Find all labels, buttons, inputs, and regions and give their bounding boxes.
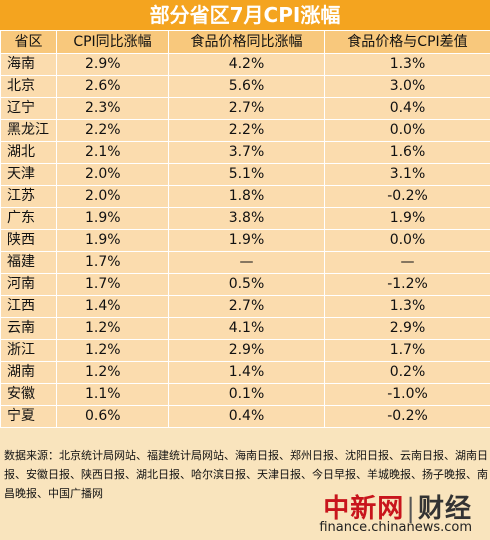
cell-province: 北京 xyxy=(0,75,57,98)
cell-province: 浙江 xyxy=(0,339,57,362)
cell-province: 云南 xyxy=(0,317,57,340)
cell-cpi: 1.2% xyxy=(56,361,169,384)
cell-difference: -1.0% xyxy=(324,383,490,406)
table-row: 江西 1.4% 2.7% 1.3% xyxy=(0,295,490,318)
cell-food-price: 1.9% xyxy=(168,229,325,252)
table-row: 湖北 2.1% 3.7% 1.6% xyxy=(0,141,490,164)
cell-food-price: 2.7% xyxy=(168,295,325,318)
cell-province: 天津 xyxy=(0,163,57,186)
header-row: 省区 CPI同比涨幅 食品价格同比涨幅 食品价格与CPI差值 xyxy=(0,30,490,54)
cell-cpi: 2.3% xyxy=(56,97,169,120)
cell-difference: 1.6% xyxy=(324,141,490,164)
cpi-table: 省区 CPI同比涨幅 食品价格同比涨幅 食品价格与CPI差值 海南 2.9% 4.2… xyxy=(0,30,490,428)
logo-brand: 中新网 xyxy=(323,494,405,524)
cell-food-price: 1.4% xyxy=(168,361,325,384)
cell-food-price: 0.5% xyxy=(168,273,325,296)
table-row: 江苏 2.0% 1.8% -0.2% xyxy=(0,185,490,208)
cell-cpi: 2.0% xyxy=(56,185,169,208)
cell-province: 宁夏 xyxy=(0,405,57,428)
table-row: 广东 1.9% 3.8% 1.9% xyxy=(0,207,490,230)
logo-section: 财经 xyxy=(417,494,472,524)
cell-province: 海南 xyxy=(0,53,57,76)
cell-difference: -0.2% xyxy=(324,185,490,208)
logo-separator: | xyxy=(406,494,416,524)
table-row: 北京 2.6% 5.6% 3.0% xyxy=(0,75,490,98)
cell-difference: 1.3% xyxy=(324,53,490,76)
cell-province: 湖南 xyxy=(0,361,57,384)
cell-food-price: 4.2% xyxy=(168,53,325,76)
cell-food-price: 3.8% xyxy=(168,207,325,230)
cell-difference: 0.0% xyxy=(324,119,490,142)
cell-cpi: 1.2% xyxy=(56,339,169,362)
table-row: 辽宁 2.3% 2.7% 0.4% xyxy=(0,97,490,120)
cell-cpi: 2.1% xyxy=(56,141,169,164)
cell-difference: -0.2% xyxy=(324,405,490,428)
cell-province: 江西 xyxy=(0,295,57,318)
cell-cpi: 1.1% xyxy=(56,383,169,406)
cell-province: 福建 xyxy=(0,251,57,274)
cell-food-price: 2.2% xyxy=(168,119,325,142)
cell-province: 河南 xyxy=(0,273,57,296)
cell-cpi: 2.9% xyxy=(56,53,169,76)
cell-food-price: 0.1% xyxy=(168,383,325,406)
table-row: 浙江 1.2% 2.9% 1.7% xyxy=(0,339,490,362)
cell-difference: 0.2% xyxy=(324,361,490,384)
table-row: 海南 2.9% 4.2% 1.3% xyxy=(0,53,490,76)
cell-cpi: 1.7% xyxy=(56,273,169,296)
chinanews-logo: 中新网|财经 xyxy=(323,488,472,525)
cell-province: 黑龙江 xyxy=(0,119,57,142)
cell-difference: 1.9% xyxy=(324,207,490,230)
cell-province: 安徽 xyxy=(0,383,57,406)
cell-food-price: 5.1% xyxy=(168,163,325,186)
cell-food-price: 0.4% xyxy=(168,405,325,428)
cell-province: 广东 xyxy=(0,207,57,230)
cell-cpi: 1.9% xyxy=(56,207,169,230)
table-body: 海南 2.9% 4.2% 1.3% 北京 2.6% 5.6% 3.0% 辽宁 2.3% 2.7% 0.… xyxy=(0,53,490,428)
cell-difference: 1.7% xyxy=(324,339,490,362)
cell-food-price: 1.8% xyxy=(168,185,325,208)
cell-cpi: 2.6% xyxy=(56,75,169,98)
table-row: 福建 1.7% — — xyxy=(0,251,490,274)
cell-cpi: 1.7% xyxy=(56,251,169,274)
cell-province: 湖北 xyxy=(0,141,57,164)
cell-cpi: 2.0% xyxy=(56,163,169,186)
cell-province: 陕西 xyxy=(0,229,57,252)
cell-food-price: 5.6% xyxy=(168,75,325,98)
cell-province: 辽宁 xyxy=(0,97,57,120)
header-food-price: 食品价格同比涨幅 xyxy=(168,30,325,54)
table-title: 部分省区7月CPI涨幅 xyxy=(0,0,490,30)
logo-url: finance.chinanews.com xyxy=(319,520,472,535)
table-row: 湖南 1.2% 1.4% 0.2% xyxy=(0,361,490,384)
cell-difference: 0.4% xyxy=(324,97,490,120)
data-source-note: 数据来源：北京统计局网站、福建统计局网站、海南日报、郑州日报、沈阳日报、云南日报… xyxy=(4,449,488,500)
header-province: 省区 xyxy=(0,30,57,54)
cell-cpi: 2.2% xyxy=(56,119,169,142)
cell-difference: 0.0% xyxy=(324,229,490,252)
cell-cpi: 0.6% xyxy=(56,405,169,428)
cell-food-price: — xyxy=(168,251,325,274)
cell-cpi: 1.2% xyxy=(56,317,169,340)
table-row: 安徽 1.1% 0.1% -1.0% xyxy=(0,383,490,406)
cell-difference: 2.9% xyxy=(324,317,490,340)
cell-difference: 3.1% xyxy=(324,163,490,186)
cell-food-price: 2.7% xyxy=(168,97,325,120)
cell-cpi: 1.9% xyxy=(56,229,169,252)
cell-difference: -1.2% xyxy=(324,273,490,296)
cell-cpi: 1.4% xyxy=(56,295,169,318)
table-row: 云南 1.2% 4.1% 2.9% xyxy=(0,317,490,340)
table-row: 陕西 1.9% 1.9% 0.0% xyxy=(0,229,490,252)
table-row: 黑龙江 2.2% 2.2% 0.0% xyxy=(0,119,490,142)
table-row: 天津 2.0% 5.1% 3.1% xyxy=(0,163,490,186)
cell-difference: — xyxy=(324,251,490,274)
table-row: 河南 1.7% 0.5% -1.2% xyxy=(0,273,490,296)
header-cpi: CPI同比涨幅 xyxy=(56,30,169,54)
cell-food-price: 3.7% xyxy=(168,141,325,164)
cell-difference: 1.3% xyxy=(324,295,490,318)
cell-province: 江苏 xyxy=(0,185,57,208)
cell-difference: 3.0% xyxy=(324,75,490,98)
header-difference: 食品价格与CPI差值 xyxy=(324,30,490,54)
cell-food-price: 4.1% xyxy=(168,317,325,340)
table-row: 宁夏 0.6% 0.4% -0.2% xyxy=(0,405,490,428)
cell-food-price: 2.9% xyxy=(168,339,325,362)
